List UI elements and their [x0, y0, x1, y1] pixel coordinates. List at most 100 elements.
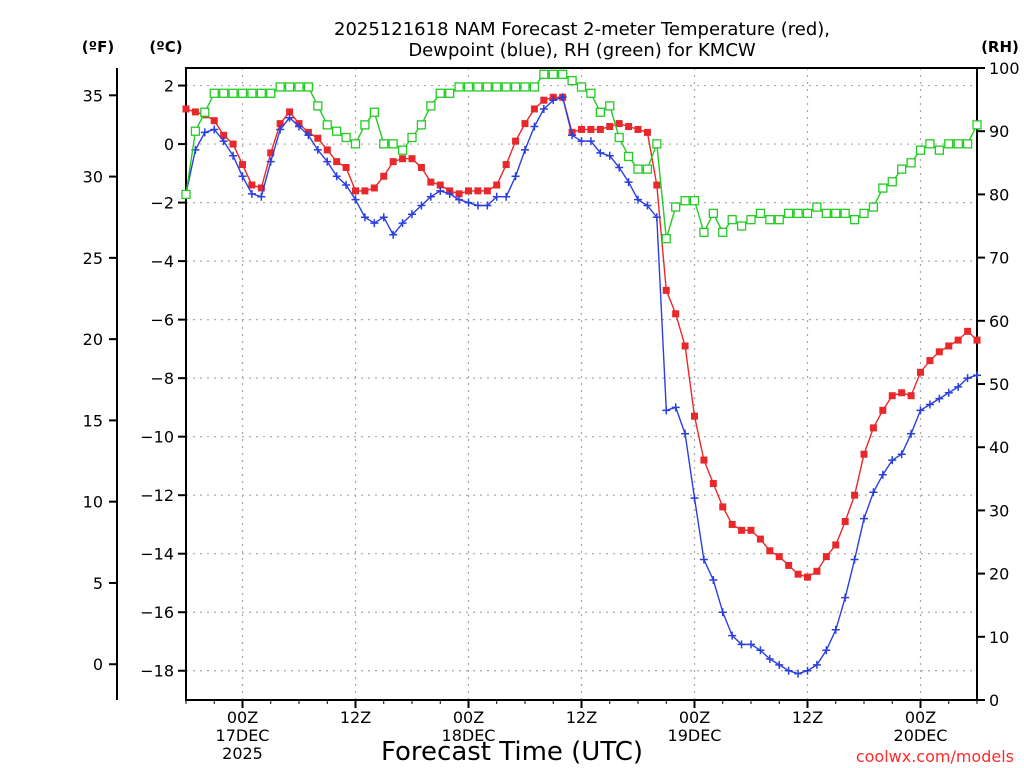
dewpoint-point	[963, 374, 972, 383]
temperature-point	[220, 131, 228, 139]
rh-point	[972, 120, 982, 130]
rh-point	[284, 82, 295, 92]
temperature-point	[389, 158, 397, 166]
fahrenheit-tick-label: 30	[83, 168, 103, 187]
rh-tick-label: 90	[989, 122, 1009, 141]
dewpoint-point	[342, 181, 351, 190]
dewpoint-point	[747, 640, 755, 649]
temperature-point	[775, 553, 783, 561]
rh-point	[219, 88, 229, 98]
rh-point	[708, 208, 718, 219]
rh-point	[680, 196, 690, 206]
temperature-point	[634, 125, 642, 133]
temperature-point	[756, 535, 764, 543]
temperature-point	[964, 327, 972, 335]
dewpoint-point	[257, 192, 266, 201]
grid	[186, 68, 977, 700]
dewpoint-point	[709, 576, 718, 585]
temperature-point	[888, 392, 896, 400]
dewpoint-point	[671, 403, 680, 412]
dewpoint-point	[304, 131, 313, 140]
temperature-point	[728, 520, 736, 528]
celsius-tick-label: 0	[164, 135, 174, 154]
temperature-point	[521, 120, 529, 128]
rh-point	[341, 132, 351, 143]
temperature-point	[276, 120, 284, 128]
dewpoint-point	[869, 488, 878, 497]
fahrenheit-tick-label: 15	[83, 411, 103, 430]
dewpoint-point	[389, 230, 398, 239]
temperature-point	[851, 491, 859, 499]
rh-point	[501, 82, 511, 92]
series-open-square	[181, 69, 982, 244]
dewpoint-point	[323, 157, 332, 166]
temperature-point	[719, 503, 727, 511]
rh-point	[642, 164, 653, 174]
dewpoint-point	[483, 201, 492, 210]
rh-point	[614, 132, 624, 143]
rh-point	[774, 215, 784, 225]
rh-tick-label: 30	[989, 501, 1009, 520]
rh-point	[633, 164, 643, 174]
temperature-point	[747, 526, 755, 534]
temperature-point	[681, 342, 689, 350]
temperature-point	[352, 187, 359, 195]
rh-point	[190, 126, 201, 136]
dewpoint-point	[455, 195, 464, 204]
temperature-point	[267, 149, 275, 157]
dewpoint-point	[266, 157, 275, 166]
dewpoint-point	[408, 210, 416, 219]
dewpoint-point	[784, 666, 793, 675]
rh-point	[765, 215, 775, 225]
x-tick-label: 12Z	[792, 708, 823, 727]
rh-point	[586, 88, 596, 98]
rh-tick-label: 40	[989, 438, 1009, 457]
temperature-point	[540, 96, 548, 104]
temperature-point	[945, 342, 953, 350]
rh-point	[454, 82, 464, 92]
temperature-point	[342, 163, 350, 171]
dewpoint-point	[530, 122, 539, 131]
dewpoint-point	[652, 213, 661, 222]
series-line	[185, 73, 978, 239]
dewpoint-point	[332, 172, 341, 181]
x-tick-label: 12Z	[340, 708, 371, 727]
temperature-point	[417, 163, 425, 171]
fahrenheit-tick-label: 0	[93, 655, 103, 674]
rh-point	[332, 126, 342, 136]
dewpoint-point	[313, 145, 322, 154]
temperature-point	[615, 120, 623, 128]
temperature-point	[314, 134, 322, 142]
x-axis-title: Forecast Time (UTC)	[381, 737, 643, 767]
rh-point	[840, 208, 850, 219]
dewpoint-point	[916, 406, 925, 415]
temperature-point	[370, 184, 378, 192]
temperature-point	[502, 161, 510, 169]
dewpoint-point	[737, 640, 746, 649]
celsius-tick-label: −18	[140, 662, 174, 681]
rh-point	[209, 88, 219, 98]
rh-point	[746, 215, 756, 225]
dewpoint-point	[822, 646, 831, 655]
series-plus	[182, 93, 981, 678]
dewpoint-point	[878, 470, 887, 479]
dewpoint-point	[690, 494, 699, 503]
temperature-point	[436, 181, 444, 189]
temperature-point	[229, 140, 237, 148]
rh-point	[303, 82, 314, 92]
x-tick-label: 17DEC	[216, 726, 270, 745]
dewpoint-point	[662, 406, 671, 415]
dewpoint-point	[831, 625, 840, 634]
rh-point	[397, 145, 408, 155]
rh-point	[473, 82, 483, 92]
temperature-point	[822, 553, 830, 561]
rh-point	[718, 227, 728, 237]
celsius-tick-label: −10	[140, 428, 174, 447]
dewpoint-point	[812, 660, 821, 669]
fahrenheit-tick-label: 20	[83, 330, 103, 349]
rh-point	[595, 107, 605, 117]
temperature-point	[248, 181, 256, 189]
temperature-point	[898, 389, 906, 397]
rh-point	[652, 139, 662, 149]
